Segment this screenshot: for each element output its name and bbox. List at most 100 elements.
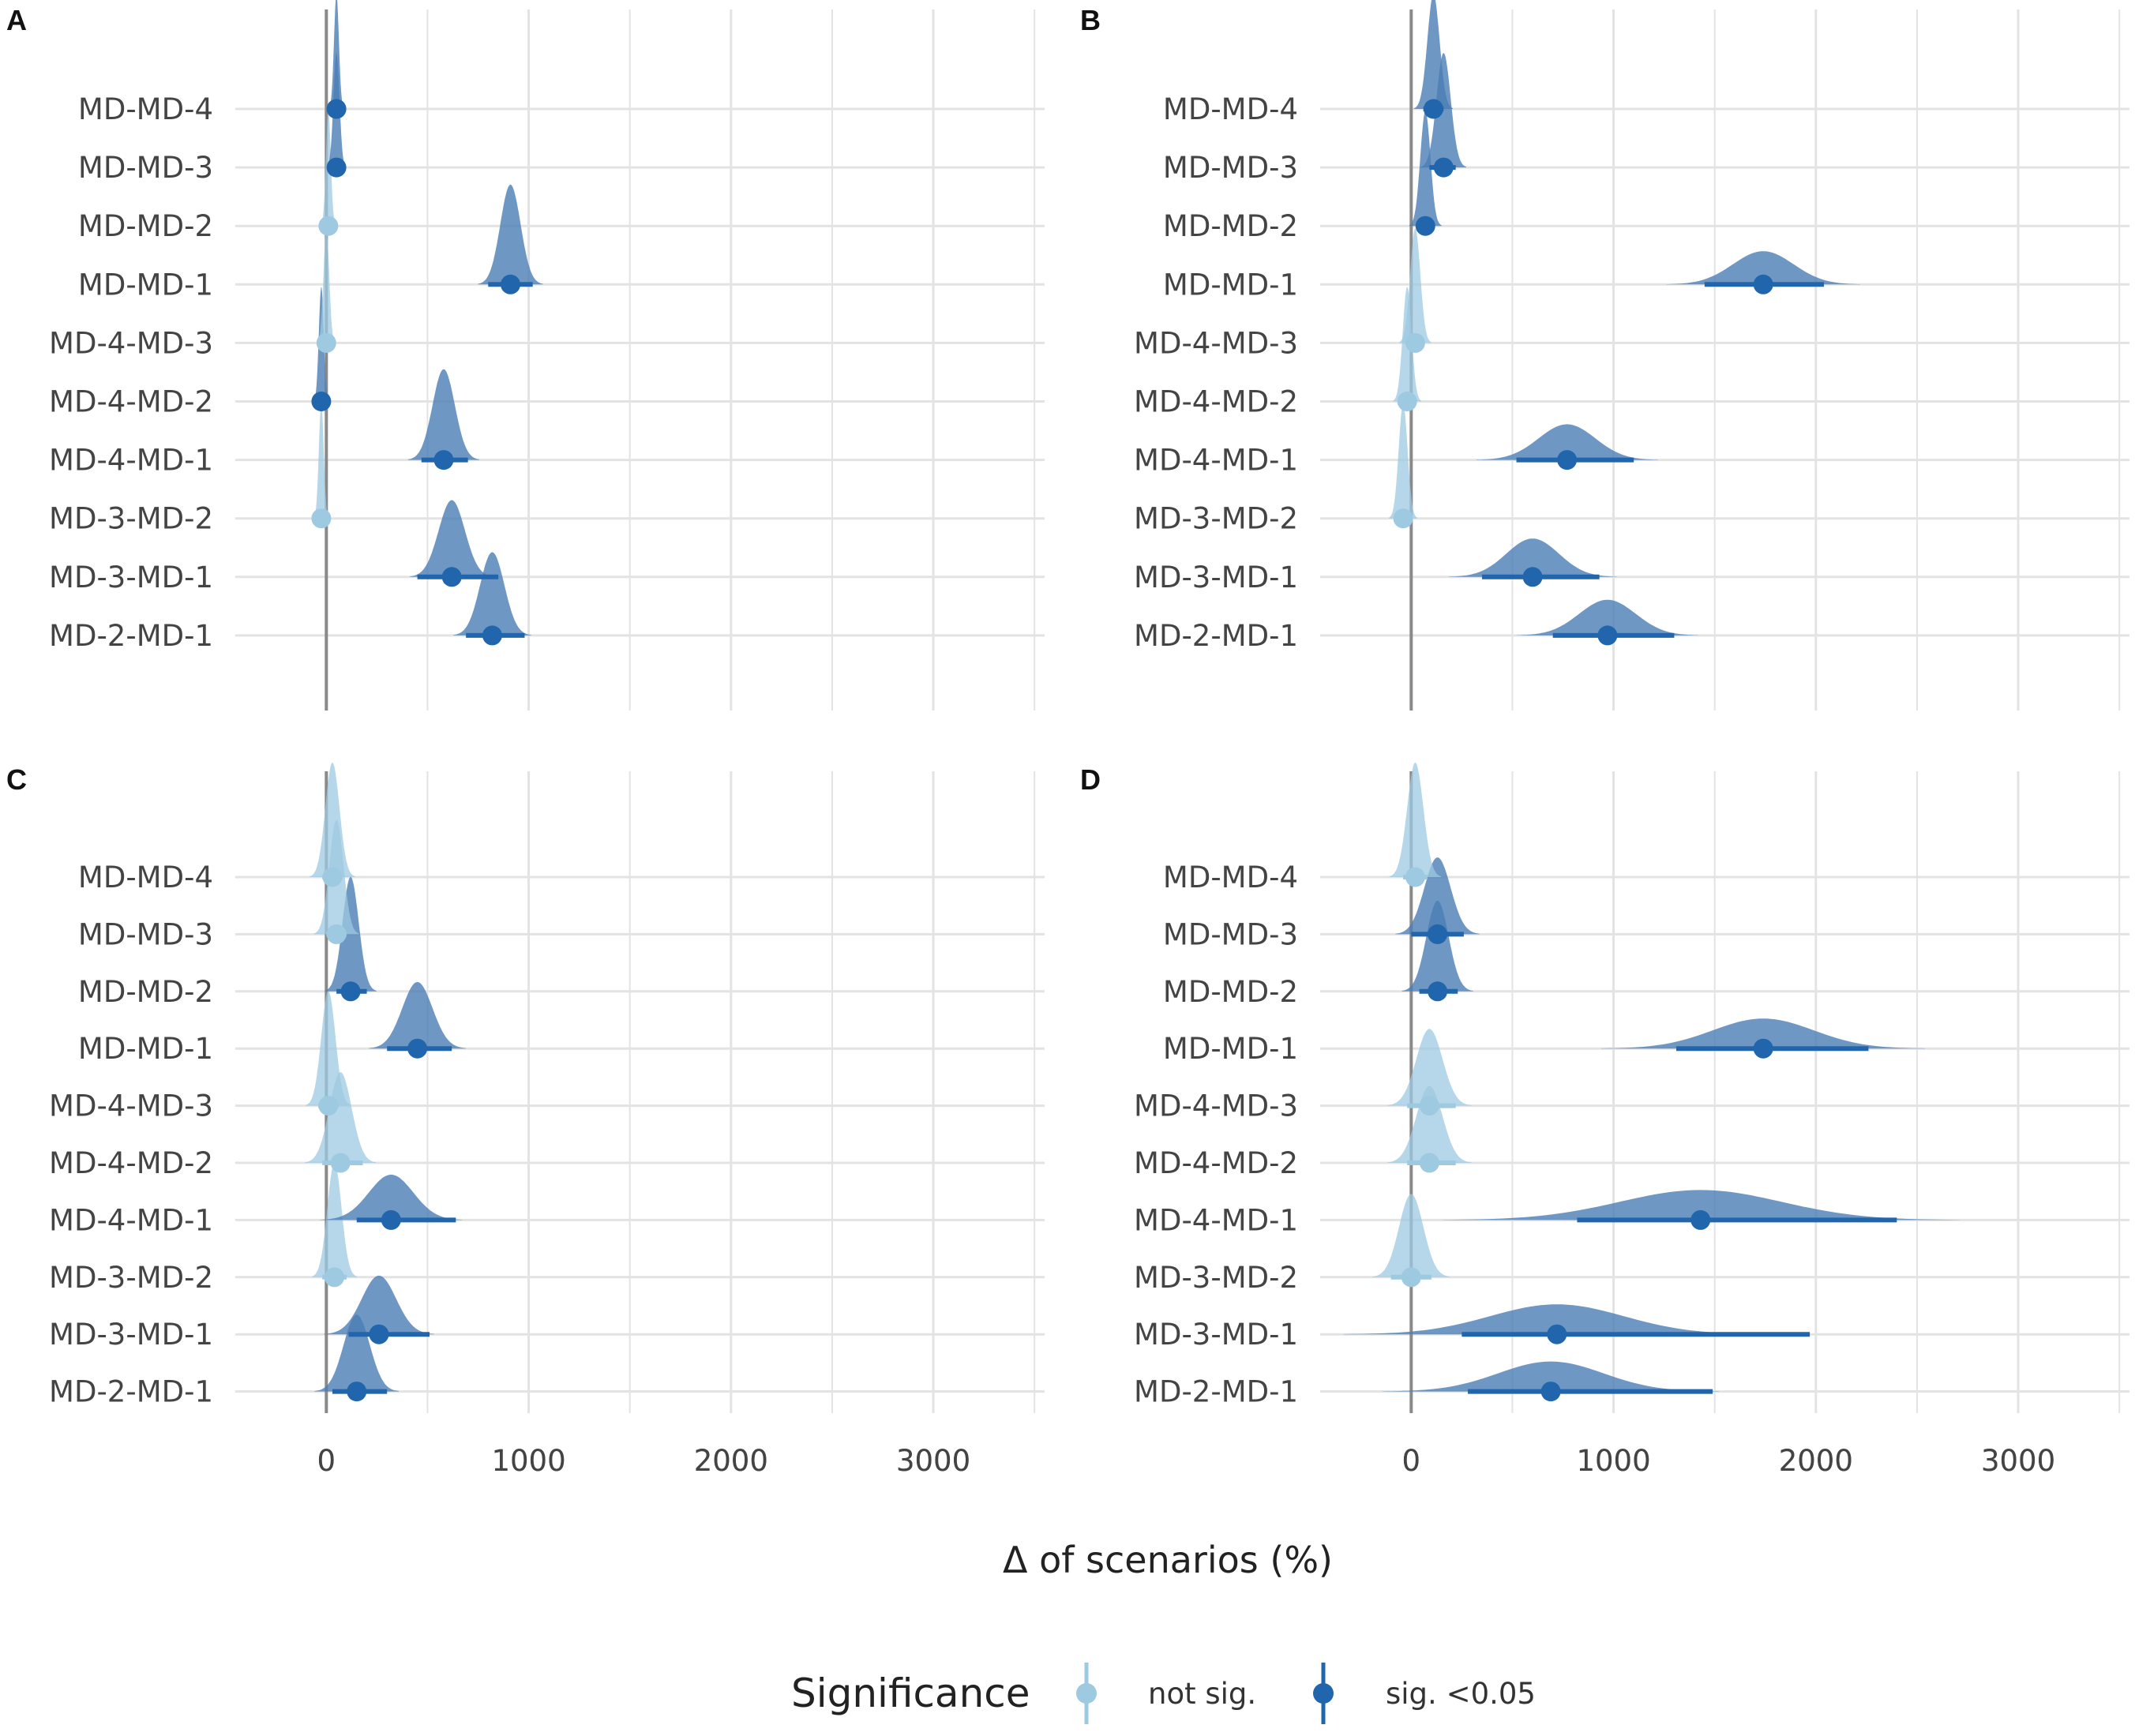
panel-letter: D bbox=[1080, 763, 1101, 796]
category-label: MD-4-MD-3 bbox=[49, 1089, 213, 1123]
point-md-3-md-2 bbox=[325, 1267, 345, 1288]
density-md-4-md-2 bbox=[305, 1072, 377, 1163]
point-md-4-md-3 bbox=[1405, 332, 1425, 353]
density-md-md-1 bbox=[1666, 251, 1861, 285]
category-label: MD-4-MD-3 bbox=[1134, 326, 1298, 360]
point-md-2-md-1 bbox=[347, 1382, 367, 1402]
category-label: MD-MD-2 bbox=[78, 209, 213, 243]
density-md-md-2 bbox=[1401, 900, 1473, 992]
category-label: MD-MD-4 bbox=[1163, 861, 1298, 894]
category-label: MD-MD-4 bbox=[78, 861, 213, 894]
category-label: MD-3-MD-1 bbox=[1134, 561, 1298, 594]
panel-letter: C bbox=[6, 763, 27, 796]
panel-a: A MD-MD-4 MD-MD-3 MD-MD-2 MD-MD-1 MD-4-MD-3 MD… bbox=[6, 0, 1045, 1478]
category-label: MD-MD-3 bbox=[1163, 151, 1298, 185]
density-md-4-md-1 bbox=[1476, 424, 1658, 460]
point-md-3-md-2 bbox=[1393, 508, 1413, 529]
point-md-md-1 bbox=[1753, 274, 1773, 294]
point-md-md-3 bbox=[1433, 157, 1454, 178]
density-md-md-1 bbox=[1601, 1018, 1926, 1049]
point-md-md-3 bbox=[326, 157, 347, 178]
category-label: MD-MD-3 bbox=[1163, 917, 1298, 951]
category-label: MD-3-MD-2 bbox=[1134, 1261, 1298, 1295]
legend-label-sig: sig. <0.05 bbox=[1386, 1677, 1536, 1711]
panel-d: D MD-MD-4 MD-MD-3 MD-MD-2 MD-MD-1 MD-4-MD-3 MD… bbox=[1080, 763, 2129, 1478]
point-md-3-md-1 bbox=[1547, 1324, 1567, 1344]
density-md-md-4 bbox=[310, 763, 355, 877]
density-md-3-md-2 bbox=[1372, 1194, 1450, 1277]
point-md-4-md-3 bbox=[316, 332, 336, 353]
density-md-3-md-1 bbox=[324, 1275, 434, 1335]
density-md-3-md-2 bbox=[313, 403, 329, 519]
point-md-4-md-1 bbox=[381, 1209, 401, 1230]
category-label: MD-MD-1 bbox=[78, 1032, 213, 1066]
x-tick-label: 3000 bbox=[1981, 1444, 2055, 1478]
point-md-4-md-1 bbox=[1690, 1209, 1711, 1230]
point-md-2-md-1 bbox=[1540, 1382, 1561, 1402]
point-md-md-1 bbox=[407, 1038, 428, 1059]
category-label: MD-2-MD-1 bbox=[1134, 1375, 1298, 1409]
panel-c: C MD-MD-4 MD-MD-3 MD-MD-2 MD-MD-1 MD-4-MD-3 MD… bbox=[6, 763, 1045, 1478]
point-md-4-md-2 bbox=[311, 392, 332, 411]
legend: Significance not sig. sig. <0.05 bbox=[791, 1663, 1536, 1724]
category-label: MD-3-MD-1 bbox=[49, 561, 213, 594]
density-md-3-md-1 bbox=[1448, 538, 1617, 577]
category-label: MD-2-MD-1 bbox=[49, 619, 213, 653]
point-md-md-4 bbox=[1405, 867, 1425, 887]
density-md-md-2 bbox=[1409, 111, 1442, 227]
density-md-4-md-3 bbox=[317, 228, 336, 343]
category-label: MD-4-MD-2 bbox=[49, 1146, 213, 1180]
point-md-4-md-2 bbox=[330, 1153, 351, 1173]
category-label: MD-MD-2 bbox=[1163, 209, 1298, 243]
point-md-2-md-1 bbox=[482, 625, 502, 646]
density-md-3-md-1 bbox=[1343, 1304, 1771, 1335]
density-md-4-md-2 bbox=[1387, 1085, 1472, 1163]
legend-key-sig bbox=[1313, 1663, 1334, 1724]
point-md-md-2 bbox=[318, 216, 339, 236]
density-md-md-4 bbox=[328, 0, 344, 109]
category-label: MD-MD-1 bbox=[1163, 1032, 1298, 1066]
category-label: MD-4-MD-2 bbox=[1134, 385, 1298, 419]
category-label: MD-MD-1 bbox=[1163, 268, 1298, 302]
category-label: MD-MD-4 bbox=[1163, 92, 1298, 126]
x-axis-title: Δ of scenarios (%) bbox=[1003, 1539, 1333, 1581]
point-md-3-md-1 bbox=[441, 567, 462, 587]
point-md-md-1 bbox=[1753, 1038, 1773, 1059]
category-label: MD-3-MD-1 bbox=[1134, 1318, 1298, 1352]
point-md-4-md-3 bbox=[1419, 1096, 1439, 1116]
point-md-4-md-1 bbox=[1557, 450, 1578, 471]
legend-key-not-sig bbox=[1076, 1663, 1097, 1724]
density-md-4-md-1 bbox=[407, 369, 479, 460]
point-md-md-3 bbox=[326, 924, 347, 944]
point-md-4-md-2 bbox=[1397, 392, 1417, 411]
density-md-4-md-3 bbox=[1398, 228, 1431, 343]
density-md-4-md-3 bbox=[1387, 1029, 1472, 1106]
category-label: MD-MD-4 bbox=[78, 92, 213, 126]
density-md-md-3 bbox=[1395, 857, 1480, 935]
x-tick-label: 0 bbox=[317, 1444, 336, 1478]
point-md-md-4 bbox=[322, 867, 343, 887]
point-md-3-md-1 bbox=[1522, 567, 1543, 587]
point-md-md-4 bbox=[1424, 99, 1443, 119]
point-md-4-md-3 bbox=[318, 1096, 339, 1116]
category-label: MD-MD-2 bbox=[78, 975, 213, 1009]
category-label: MD-MD-3 bbox=[78, 151, 213, 185]
x-tick-label: 0 bbox=[1402, 1444, 1421, 1478]
density-md-4-md-1 bbox=[320, 1174, 463, 1220]
category-label: MD-4-MD-2 bbox=[49, 385, 213, 419]
x-tick-label: 1000 bbox=[1576, 1444, 1650, 1478]
category-label: MD-4-MD-3 bbox=[1134, 1089, 1298, 1123]
category-label: MD-4-MD-1 bbox=[1134, 444, 1298, 478]
density-md-md-4 bbox=[1389, 763, 1442, 877]
density-md-4-md-1 bbox=[1441, 1190, 1960, 1220]
density-md-2-md-1 bbox=[453, 552, 531, 636]
x-tick-label: 1000 bbox=[1576, 1444, 1650, 1478]
x-tick-label: 3000 bbox=[1981, 1444, 2055, 1478]
x-tick-label: 2000 bbox=[1779, 1444, 1853, 1478]
legend-title: Significance bbox=[791, 1670, 1030, 1716]
point-md-3-md-2 bbox=[311, 508, 332, 529]
category-label: MD-4-MD-1 bbox=[49, 1203, 213, 1237]
density-md-md-4 bbox=[1413, 0, 1454, 109]
legend-label-not-sig: not sig. bbox=[1148, 1677, 1256, 1711]
